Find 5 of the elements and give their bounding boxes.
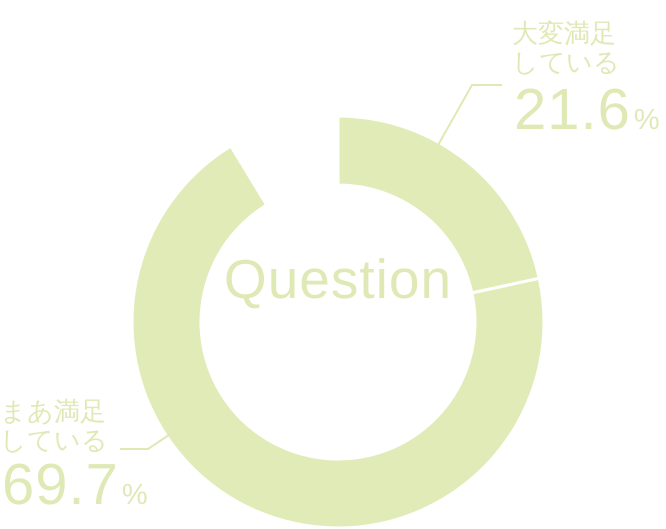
text: Question	[224, 248, 452, 310]
slice-label: 大変満足している	[512, 18, 620, 77]
data-label: 69.7%	[2, 452, 148, 517]
slice-label: まあ満足している	[0, 396, 108, 455]
data-label: 21.6%	[514, 77, 660, 142]
